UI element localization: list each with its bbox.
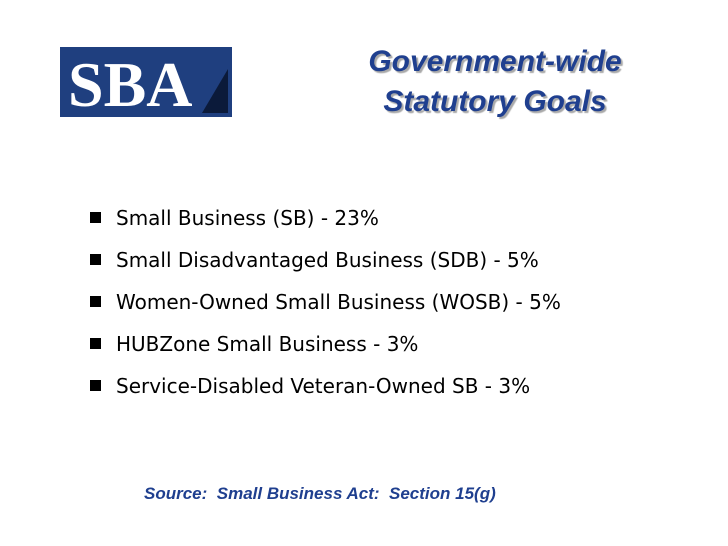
title-line-1: Government-wide <box>368 45 622 78</box>
logo-shadow-shape <box>202 69 228 113</box>
square-bullet-icon <box>90 254 101 265</box>
sba-logo: SBA <box>60 47 232 117</box>
goal-text: Small Disadvantaged Business (SDB) - 5% <box>116 248 539 272</box>
goal-text: Small Business (SB) - 23% <box>116 206 379 230</box>
goal-item: Women-Owned Small Business (WOSB) - 5% <box>88 284 561 326</box>
goal-item: Small Business (SB) - 23% <box>88 200 561 242</box>
goal-text: Service-Disabled Veteran-Owned SB - 3% <box>116 374 531 398</box>
goal-item: Small Disadvantaged Business (SDB) - 5% <box>88 242 561 284</box>
slide-title: Government-wide Statutory Goals <box>330 42 660 122</box>
square-bullet-icon <box>90 212 101 223</box>
sba-logo-text: SBA <box>68 49 193 117</box>
goal-item: Service-Disabled Veteran-Owned SB - 3% <box>88 368 561 410</box>
goal-item: HUBZone Small Business - 3% <box>88 326 561 368</box>
title-line-2: Statutory Goals <box>383 85 607 118</box>
sba-logo-mark: SBA <box>60 47 232 117</box>
goal-text: Women-Owned Small Business (WOSB) - 5% <box>116 290 561 314</box>
square-bullet-icon <box>90 380 101 391</box>
goal-text: HUBZone Small Business - 3% <box>116 332 419 356</box>
goals-list: Small Business (SB) - 23% Small Disadvan… <box>88 200 561 410</box>
source-citation: Source: Small Business Act: Section 15(g… <box>144 484 496 503</box>
square-bullet-icon <box>90 296 101 307</box>
square-bullet-icon <box>90 338 101 349</box>
